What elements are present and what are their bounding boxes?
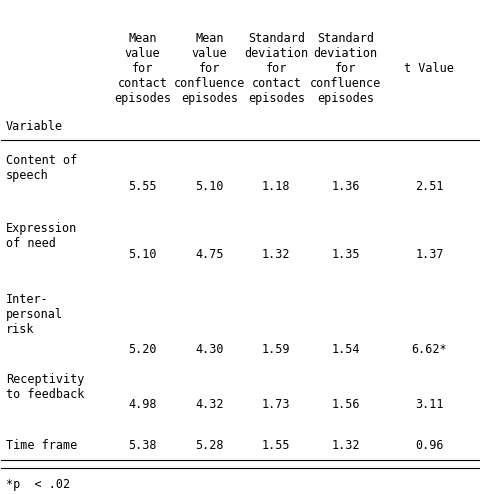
Text: Expression
of need: Expression of need xyxy=(6,222,77,250)
Text: 5.20: 5.20 xyxy=(128,343,156,356)
Text: Standard
deviation
for
contact
episodes: Standard deviation for contact episodes xyxy=(244,32,308,105)
Text: 1.55: 1.55 xyxy=(262,439,290,452)
Text: 5.10: 5.10 xyxy=(195,180,223,193)
Text: 3.11: 3.11 xyxy=(414,398,443,412)
Text: Variable: Variable xyxy=(6,120,63,132)
Text: 4.75: 4.75 xyxy=(195,247,223,261)
Text: 1.37: 1.37 xyxy=(414,247,443,261)
Text: 1.59: 1.59 xyxy=(262,343,290,356)
Text: 5.38: 5.38 xyxy=(128,439,156,452)
Text: 1.54: 1.54 xyxy=(331,343,359,356)
Text: 1.18: 1.18 xyxy=(262,180,290,193)
Text: t Value: t Value xyxy=(404,62,454,75)
Text: 5.55: 5.55 xyxy=(128,180,156,193)
Text: 4.30: 4.30 xyxy=(195,343,223,356)
Text: 1.56: 1.56 xyxy=(331,398,359,412)
Text: Mean
value
for
contact
episodes: Mean value for contact episodes xyxy=(114,32,170,105)
Text: Receptivity
to feedback: Receptivity to feedback xyxy=(6,373,84,401)
Text: Mean
value
for
confluence
episodes: Mean value for confluence episodes xyxy=(173,32,244,105)
Text: 2.51: 2.51 xyxy=(414,180,443,193)
Text: 1.32: 1.32 xyxy=(262,247,290,261)
Text: *p  < .02: *p < .02 xyxy=(6,478,70,491)
Text: 5.10: 5.10 xyxy=(128,247,156,261)
Text: 5.28: 5.28 xyxy=(195,439,223,452)
Text: Inter-
personal
risk: Inter- personal risk xyxy=(6,293,63,336)
Text: Content of
speech: Content of speech xyxy=(6,155,77,182)
Text: 1.73: 1.73 xyxy=(262,398,290,412)
Text: 1.32: 1.32 xyxy=(331,439,359,452)
Text: Time frame: Time frame xyxy=(6,439,77,452)
Text: 4.98: 4.98 xyxy=(128,398,156,412)
Text: Standard
deviation
for
confluence
episodes: Standard deviation for confluence episod… xyxy=(310,32,381,105)
Text: 1.36: 1.36 xyxy=(331,180,359,193)
Text: 6.62*: 6.62* xyxy=(411,343,446,356)
Text: 0.96: 0.96 xyxy=(414,439,443,452)
Text: 4.32: 4.32 xyxy=(195,398,223,412)
Text: 1.35: 1.35 xyxy=(331,247,359,261)
